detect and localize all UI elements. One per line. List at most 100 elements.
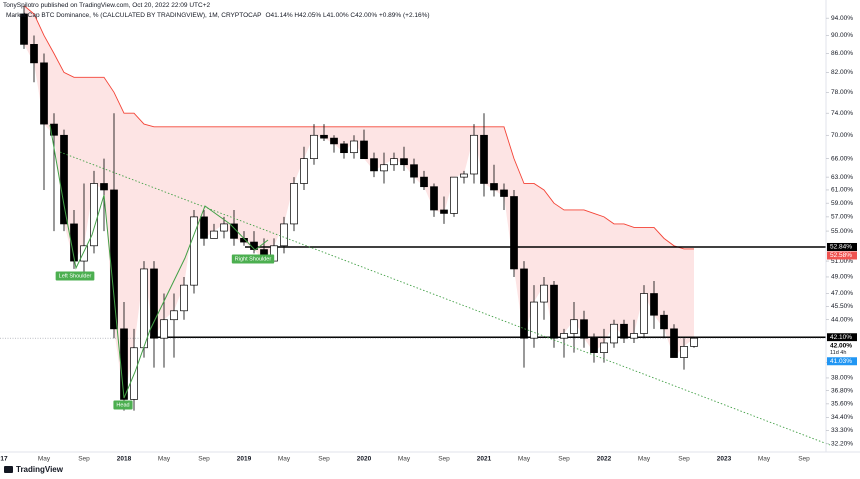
- y-tick-label: 94.00%: [831, 15, 853, 22]
- candle-body: [180, 284, 188, 312]
- y-tick-label: 82.00%: [831, 69, 853, 76]
- candle-body: [480, 134, 488, 184]
- candle-body: [360, 140, 368, 159]
- x-tick-label: Sep: [438, 456, 450, 463]
- candle-body: [300, 158, 308, 184]
- x-tick-label: May: [518, 456, 531, 463]
- y-tick-label: 78.00%: [831, 89, 853, 96]
- candle-body: [290, 183, 298, 225]
- y-tick-label: 66.00%: [831, 155, 853, 162]
- x-tick-label: May: [398, 456, 411, 463]
- y-tick-label: 51.00%: [831, 258, 853, 265]
- candle-body: [690, 337, 698, 347]
- candle-body: [320, 134, 328, 139]
- y-tick-label: 63.00%: [831, 174, 853, 181]
- candle-body: [570, 319, 578, 334]
- y-tick-label: 32.20%: [831, 440, 853, 447]
- candle-body: [310, 134, 318, 159]
- candle-body: [370, 158, 378, 172]
- candle-body: [530, 301, 538, 339]
- price-label: 42.10%: [830, 334, 852, 341]
- y-tick-label: 49.00%: [831, 274, 853, 281]
- candle-body: [520, 268, 528, 339]
- y-tick-label: 74.00%: [831, 110, 853, 117]
- x-tick-label: Sep: [198, 456, 210, 463]
- candle-body: [150, 268, 158, 339]
- y-tick-label: 47.00%: [831, 290, 853, 297]
- candle-body: [630, 333, 638, 339]
- x-tick-label: May: [38, 456, 51, 463]
- x-tick-label: May: [758, 456, 771, 463]
- logo: [4, 466, 13, 473]
- candle-body: [60, 134, 68, 225]
- x-tick-label: May: [638, 456, 651, 463]
- candle-body: [90, 183, 98, 247]
- candle-body: [670, 328, 678, 358]
- y-tick-label: 86.00%: [831, 50, 853, 57]
- annotation-label: Left Shoulder: [59, 273, 92, 279]
- y-tick-label: 55.00%: [831, 228, 853, 235]
- candle-body: [550, 284, 558, 339]
- y-tick-label: 35.60%: [831, 401, 853, 408]
- candle-body: [400, 158, 408, 166]
- candle-body: [40, 62, 48, 125]
- price-label-box: [827, 251, 857, 260]
- candle-body: [450, 176, 458, 214]
- candle-body: [640, 293, 648, 334]
- candle-body: [420, 176, 428, 188]
- annotation-box: [113, 400, 133, 410]
- x-tick-label: Sep: [798, 456, 810, 463]
- price-label: 52.58%: [830, 252, 852, 259]
- candle-body: [30, 44, 38, 64]
- candle-body: [140, 268, 148, 349]
- candle-body: [390, 158, 398, 166]
- candle-body: [600, 342, 608, 353]
- candle-body: [330, 137, 338, 145]
- candle-body: [660, 314, 668, 330]
- x-tick-label: 2018: [117, 456, 132, 463]
- candle-body: [380, 164, 388, 172]
- candle-body: [120, 328, 128, 400]
- chart-title: Market Cap BTC Dominance, % (CALCULATED …: [6, 12, 262, 19]
- candle-body: [460, 173, 468, 178]
- y-tick-label: 70.00%: [831, 132, 853, 139]
- candle-body: [410, 164, 418, 178]
- candle-body: [190, 216, 198, 286]
- band-line: [23, 5, 694, 250]
- price-label: 41.03%: [830, 358, 852, 365]
- candle-body: [590, 337, 598, 353]
- candle-body: [540, 284, 548, 303]
- candle-body: [280, 223, 288, 247]
- annotation: Right Shoulder: [231, 254, 275, 264]
- y-tick-label: 34.40%: [831, 414, 853, 421]
- annotation-label: Right Shoulder: [235, 256, 272, 262]
- annotation-label: Head: [116, 402, 129, 408]
- price-label-box: [827, 357, 857, 366]
- candle-body: [490, 183, 498, 191]
- y-tick-label: 61.00%: [831, 187, 853, 194]
- x-tick-label: 2022: [597, 456, 612, 463]
- candle-body: [610, 323, 618, 344]
- watermark: TradingView: [4, 465, 64, 474]
- candle-body: [340, 143, 348, 154]
- price-label: 52.84%: [830, 244, 852, 251]
- price-label-box: [827, 242, 857, 251]
- x-tick-label: May: [158, 456, 171, 463]
- candle-body: [220, 223, 228, 232]
- watermark-text: TradingView: [16, 465, 64, 474]
- candle-body: [580, 319, 588, 339]
- x-tick-label: May: [278, 456, 291, 463]
- candle-body: [20, 13, 28, 45]
- ohlc-legend: O41.14% H42.05% L41.00% C42.00% +0.89% (…: [266, 12, 430, 19]
- candle-body: [70, 223, 78, 262]
- price-label-box: [827, 333, 857, 342]
- y-tick-label: 57.00%: [831, 214, 853, 221]
- candle-body: [100, 183, 108, 191]
- y-tick-label: 90.00%: [831, 32, 853, 39]
- x-tick-label: Sep: [558, 456, 570, 463]
- candle-body: [440, 209, 448, 214]
- candle-body: [680, 346, 688, 358]
- y-tick-label: 38.00%: [831, 375, 853, 382]
- x-tick-label: Sep: [678, 456, 690, 463]
